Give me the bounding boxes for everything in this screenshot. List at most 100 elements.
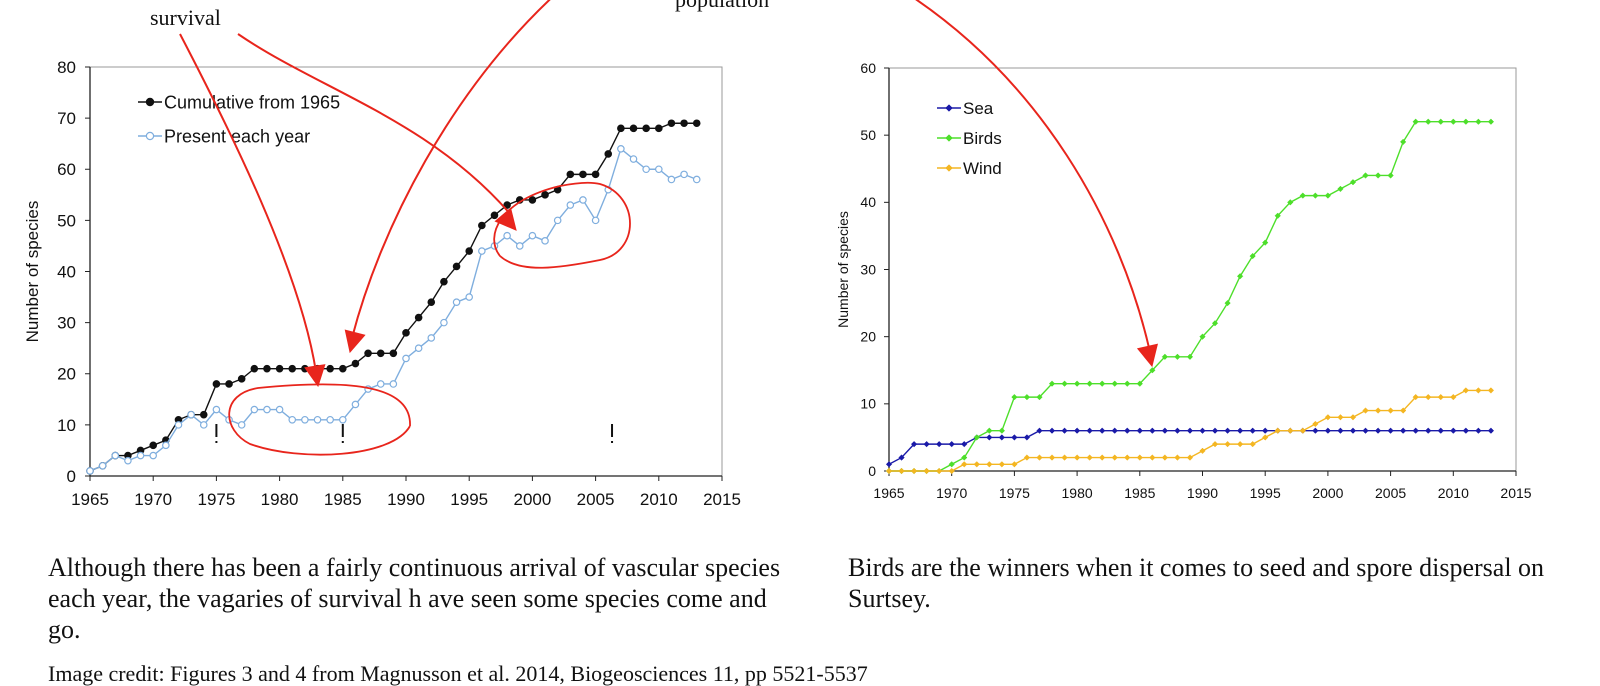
- data-point: [1061, 380, 1068, 387]
- data-point: [1086, 427, 1093, 434]
- data-point: [1048, 380, 1056, 387]
- loop-1976-1990: [228, 383, 411, 456]
- data-point: [1111, 427, 1118, 434]
- legend-entry-present-each-year: Present each year: [138, 126, 310, 146]
- data-point: [440, 318, 448, 327]
- data-point: [389, 380, 398, 388]
- data-point: [275, 364, 284, 373]
- data-point: [1425, 427, 1432, 434]
- data-point: [338, 415, 347, 424]
- x-tick-label: 2010: [1438, 485, 1469, 501]
- data-point: [1136, 380, 1143, 387]
- data-point: [376, 349, 385, 358]
- data-point: [680, 170, 688, 179]
- data-point: [326, 415, 334, 424]
- data-point: [1111, 380, 1118, 387]
- series-present-each-year: [86, 145, 701, 475]
- series-cumulative-from-1965: [86, 119, 701, 475]
- data-point: [237, 375, 246, 383]
- data-point: [1399, 427, 1407, 434]
- data-point: [642, 124, 650, 133]
- data-point: [440, 277, 448, 286]
- data-point: [1425, 393, 1432, 401]
- data-point: [503, 201, 511, 209]
- arrow-population-to-birds-1986: [914, 0, 1151, 353]
- data-point: [1412, 393, 1419, 401]
- data-point: [541, 191, 549, 199]
- data-point: [187, 410, 195, 419]
- data-point: [1236, 427, 1244, 434]
- data-point: [1149, 454, 1156, 461]
- legend-entry-birds: Birds: [937, 129, 1002, 148]
- data-point: [692, 175, 701, 184]
- data-point: [351, 359, 360, 368]
- data-point: [1161, 353, 1169, 360]
- image-credit: Image credit: Figures 3 and 4 from Magnu…: [48, 661, 868, 686]
- x-tick-label: 1980: [261, 490, 299, 509]
- x-tick-label: 1975: [999, 485, 1030, 501]
- data-point: [1236, 273, 1244, 280]
- data-point: [1362, 407, 1369, 414]
- data-point: [1324, 427, 1332, 434]
- data-point: [1224, 427, 1231, 434]
- data-point: [351, 400, 360, 409]
- y-tick-label: 50: [860, 127, 876, 143]
- x-tick-label: 1980: [1062, 485, 1093, 501]
- x-tick-label: 1985: [324, 490, 362, 509]
- data-point: [414, 344, 423, 352]
- arrow-population-to-1986: [351, 0, 551, 339]
- x-tick-label: 1985: [1124, 485, 1155, 501]
- data-point: [1462, 118, 1469, 125]
- x-tick-label: 1970: [936, 485, 967, 501]
- data-point: [1136, 427, 1143, 434]
- data-point: [541, 237, 549, 245]
- annotation-note-survival: survival: [150, 5, 221, 30]
- data-point: [629, 155, 638, 163]
- data-point: [1437, 118, 1444, 125]
- data-point: [1011, 461, 1018, 468]
- data-point: [478, 247, 486, 255]
- data-point: [427, 334, 436, 342]
- data-point: [948, 467, 955, 475]
- data-point: [452, 298, 461, 306]
- data-point: [376, 380, 385, 388]
- legend-marker: [945, 104, 953, 112]
- data-point: [1048, 454, 1056, 461]
- data-point: [1475, 387, 1482, 394]
- data-point: [1374, 407, 1382, 414]
- data-point: [1337, 185, 1344, 193]
- data-point: [1186, 454, 1194, 461]
- data-point: [885, 461, 893, 468]
- data-point: [1262, 434, 1269, 441]
- data-point: [1374, 427, 1382, 434]
- data-point: [1412, 118, 1419, 125]
- x-tick-label: 2000: [1312, 485, 1343, 501]
- data-point: [465, 247, 474, 255]
- data-point: [1262, 427, 1269, 434]
- arrow-survival-to-1998: [237, 33, 513, 217]
- data-point: [1199, 447, 1206, 455]
- data-point: [1211, 320, 1219, 327]
- data-point: [124, 456, 132, 465]
- data-point: [225, 380, 233, 388]
- data-point: [566, 170, 575, 179]
- data-point: [1099, 454, 1106, 461]
- annotation-note-population: population: [675, 0, 769, 12]
- y-tick-label: 20: [57, 365, 76, 384]
- data-point: [1073, 454, 1081, 461]
- data-point: [1387, 407, 1394, 414]
- data-point: [490, 211, 499, 220]
- data-point: [1399, 138, 1407, 146]
- legend-label: Cumulative from 1965: [164, 92, 340, 112]
- data-point: [1086, 380, 1093, 387]
- data-point: [923, 440, 930, 448]
- data-point: [617, 145, 625, 153]
- data-point: [885, 467, 893, 475]
- data-point: [1475, 427, 1482, 434]
- data-point: [301, 415, 309, 424]
- data-point: [162, 441, 170, 450]
- data-point: [1437, 427, 1444, 434]
- data-point: [667, 175, 676, 184]
- data-point: [1374, 172, 1382, 179]
